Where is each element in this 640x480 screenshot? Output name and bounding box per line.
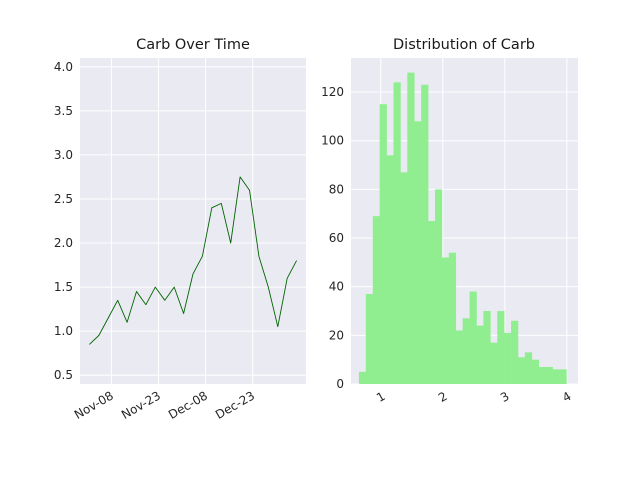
histogram-bar xyxy=(538,366,546,384)
line-y-tick-label: 3.0 xyxy=(54,148,73,162)
histogram-bar xyxy=(441,257,450,384)
line-y-tick-label: 3.5 xyxy=(54,104,73,118)
histogram-y-tick-label: 60 xyxy=(329,231,344,245)
line-y-tick-labels: 0.5 1.0 1.5 2.0 2.5 3.0 3.5 4.0 xyxy=(54,60,73,382)
histogram-y-tick-labels: 0 20 40 60 80 100 120 xyxy=(321,85,344,391)
histogram-bar xyxy=(531,359,540,384)
histogram-y-tick-label: 80 xyxy=(329,182,344,196)
histogram-x-tick-label: 3 xyxy=(498,389,512,405)
histogram-bar xyxy=(358,371,367,384)
histogram-bar xyxy=(386,155,394,384)
histogram-y-tick-label: 120 xyxy=(321,85,344,99)
histogram-bar xyxy=(497,311,505,384)
histogram-bar xyxy=(476,325,484,384)
histogram-bar xyxy=(504,332,512,384)
histogram-bar xyxy=(455,330,463,384)
line-x-tick-label: Dec-08 xyxy=(166,388,210,422)
histogram-bar xyxy=(448,252,457,384)
histogram-chart: 0 20 40 60 80 100 120 1 2 3 4 Distribution of Car… xyxy=(321,37,578,405)
histogram-bar xyxy=(414,121,422,385)
histogram-bar xyxy=(483,311,491,384)
histogram-chart-title: Distribution of Carb xyxy=(393,37,535,53)
line-series xyxy=(89,176,297,345)
histogram-bars xyxy=(358,72,567,385)
histogram-y-tick-label: 100 xyxy=(321,134,344,148)
histogram-bar xyxy=(552,369,560,384)
line-y-tick-label: 1.0 xyxy=(54,324,73,338)
line-x-tick-label: Nov-08 xyxy=(72,388,116,421)
histogram-bar xyxy=(524,352,533,384)
histogram-bar xyxy=(393,82,401,384)
histogram-x-tick-labels: 1 2 3 4 xyxy=(374,389,574,405)
histogram-y-tick-label: 0 xyxy=(336,377,344,391)
line-x-tick-label: Nov-23 xyxy=(119,388,163,421)
histogram-y-tick-label: 40 xyxy=(329,280,344,294)
histogram-bar xyxy=(469,291,477,384)
histogram-bar xyxy=(545,366,553,384)
histogram-y-tick-label: 20 xyxy=(329,328,344,342)
histogram-bar xyxy=(434,189,443,384)
line-y-tick-label: 4.0 xyxy=(54,60,73,74)
histogram-bar xyxy=(379,104,387,384)
line-y-tick-label: 0.5 xyxy=(54,368,73,382)
line-gridlines xyxy=(80,58,306,384)
line-plot-area xyxy=(80,58,306,384)
histogram-bar xyxy=(428,221,436,384)
line-chart-title: Carb Over Time xyxy=(136,37,250,53)
histogram-x-tick-label: 2 xyxy=(436,389,450,405)
histogram-x-tick-label: 1 xyxy=(374,389,388,405)
histogram-bar xyxy=(421,84,429,384)
histogram-x-tick-label: 4 xyxy=(560,389,574,405)
line-x-tick-label: Dec-23 xyxy=(213,388,257,422)
histogram-bar xyxy=(400,172,408,384)
histogram-bar xyxy=(365,293,374,384)
histogram-bar xyxy=(511,320,519,384)
line-y-tick-label: 2.0 xyxy=(54,236,73,250)
line-y-tick-label: 2.5 xyxy=(54,192,73,206)
histogram-bar xyxy=(517,357,526,384)
histogram-bar xyxy=(407,72,415,384)
histogram-bar xyxy=(490,342,498,384)
line-x-tick-labels: Nov-08 Nov-23 Dec-08 Dec-23 xyxy=(72,388,257,422)
line-y-tick-label: 1.5 xyxy=(54,280,73,294)
histogram-bar xyxy=(462,318,470,384)
histogram-bar xyxy=(372,216,380,384)
line-chart: 0.51.01.52.02.53.03.54.0 Nov-08 Nov-23 Dec… xyxy=(54,37,306,422)
histogram-bar xyxy=(559,369,567,384)
